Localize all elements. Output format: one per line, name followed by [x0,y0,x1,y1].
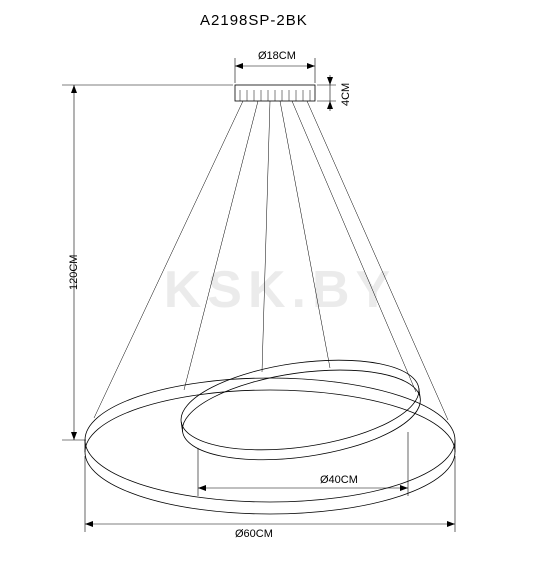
label-drop-height: 120CM [68,255,80,290]
dim-ring-outer [85,456,455,532]
inner-ring [175,347,426,473]
suspension-cables [94,101,448,420]
dim-mount-height [317,75,336,111]
label-mount-height: 4CM [340,83,352,106]
label-ring-outer: Ø60CM [235,528,273,540]
drawing-svg [0,0,560,580]
dim-drop-height [62,85,233,440]
technical-drawing: A2198SP-2BK Ø18CM 4CM 120CM Ø40CM Ø60CM … [0,0,560,580]
dim-ring-inner [198,432,408,496]
label-mount-diameter: Ø18CM [258,50,296,62]
label-ring-inner: Ø40CM [320,474,358,486]
mount-hatch [240,90,310,101]
product-code: A2198SP-2BK [200,12,308,29]
outer-ring [85,378,455,514]
